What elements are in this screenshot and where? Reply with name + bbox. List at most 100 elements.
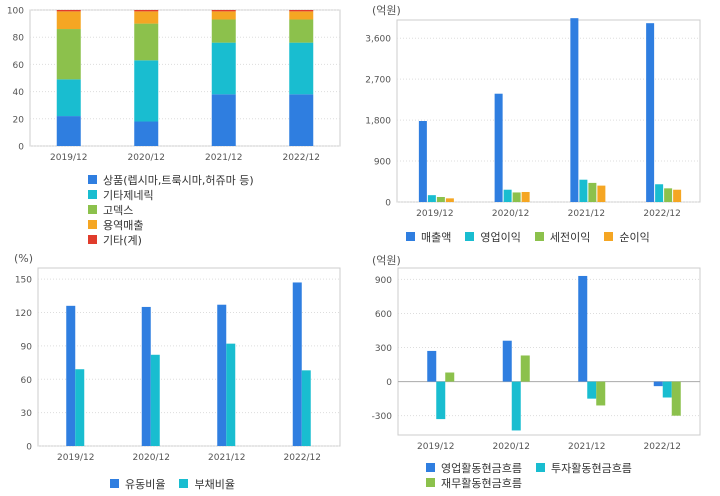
x-tick-label: 2020/12: [493, 442, 530, 452]
y-tick-label: 30: [21, 409, 33, 419]
x-tick-label: 2019/12: [417, 442, 454, 452]
bar: [494, 93, 503, 202]
y-tick-label: 1,800: [365, 117, 391, 127]
bar: [289, 11, 314, 20]
revenue-mix-legend: 상품(렙시마,트룩시마,허쥬마 등) 기타제네릭 고덱스 용역매출 기타(계): [88, 172, 254, 247]
bar: [671, 381, 681, 416]
bar: [570, 18, 579, 203]
cashflow-unit-label: (억원): [372, 254, 401, 267]
revenue-mix-plot: 0 20 40 60 80 100 2019/12 2020/12 2021/12 2022/12: [7, 7, 341, 163]
legend-item: 용역매출: [88, 217, 254, 232]
plot-frame: [396, 19, 701, 203]
bar: [56, 79, 81, 117]
x-tick-label: 2020/12: [492, 209, 529, 219]
legend-swatch: [88, 175, 97, 184]
legend-item: 기타(계): [88, 232, 254, 247]
legend-swatch: [88, 220, 97, 229]
income-legend: 매출액 영업이익 세전이익 순이익: [406, 229, 664, 244]
bar: [673, 189, 682, 202]
bar: [427, 350, 437, 382]
bar: [587, 381, 597, 399]
bar: [56, 116, 81, 146]
bar: [217, 304, 227, 446]
legend-swatch: [179, 479, 189, 488]
y-tick-label: 300: [375, 344, 392, 354]
legend-label: 유동비율: [125, 477, 166, 491]
bar: [662, 381, 672, 398]
bar: [134, 10, 159, 12]
bar: [211, 42, 236, 95]
bar: [289, 10, 314, 12]
bar: [520, 355, 530, 382]
y-tick-label: 150: [15, 276, 32, 286]
legend-item: 부채비율: [179, 476, 235, 491]
bar: [66, 305, 76, 446]
bar: [301, 370, 311, 446]
income-unit-label: (억원): [372, 4, 401, 17]
legend-item: 순이익: [604, 229, 650, 244]
bar: [503, 189, 512, 202]
legend-label: 영업활동현금흐름: [441, 461, 522, 475]
legend-item: 기타제네릭: [88, 187, 254, 202]
x-tick-label: 2019/12: [50, 153, 87, 163]
bar: [588, 182, 597, 202]
legend-swatch: [534, 232, 544, 241]
legend-label: 순이익: [619, 230, 650, 244]
y-tick-label: 60: [21, 376, 33, 386]
bar: [502, 340, 512, 382]
legend-swatch: [406, 232, 415, 241]
legend-item: 영업활동현금흐름: [426, 460, 522, 475]
bar: [134, 23, 159, 61]
bar: [56, 10, 81, 12]
legend-swatch: [535, 463, 545, 472]
ratio-unit-label: (%): [14, 252, 34, 265]
x-tick-label: 2022/12: [644, 442, 681, 452]
y-tick-label: 120: [15, 309, 32, 319]
bar: [445, 372, 455, 382]
y-tick-label: 900: [374, 158, 391, 168]
x-tick-label: 2022/12: [284, 453, 321, 463]
bar: [292, 282, 302, 446]
x-tick-label: 2019/12: [416, 209, 453, 219]
y-tick-label: 2,700: [365, 76, 391, 86]
legend-swatch: [426, 478, 435, 487]
y-tick-label: 0: [18, 143, 24, 153]
bar: [134, 60, 159, 122]
y-tick-label: 90: [21, 342, 33, 352]
legend-label: 고덱스: [103, 203, 134, 217]
income-plot: 0 900 1,800 2,700 3,600 2019/12 2020/12 2021/12…: [365, 18, 701, 219]
y-tick-label: 0: [386, 378, 392, 388]
bar: [436, 381, 446, 420]
plot-frame: [29, 9, 341, 147]
y-tick-label: 900: [375, 276, 392, 286]
legend-swatch: [426, 463, 435, 472]
y-tick-label: 20: [13, 115, 25, 125]
bar: [646, 23, 655, 203]
y-tick-label: 600: [375, 310, 392, 320]
bar: [56, 11, 81, 30]
y-tick-label: -300: [372, 412, 393, 422]
legend-label: 영업이익: [480, 230, 521, 244]
bar: [511, 381, 521, 431]
legend-swatch: [88, 205, 97, 214]
legend-swatch: [88, 235, 97, 244]
x-tick-label: 2022/12: [283, 153, 320, 163]
legend-item: 매출액: [406, 229, 451, 244]
bar: [653, 381, 663, 387]
bar: [578, 275, 588, 382]
legend-item: 투자활동현금흐름: [535, 460, 632, 475]
legend-label: 용역매출: [103, 218, 144, 232]
x-tick-label: 2021/12: [568, 209, 605, 219]
legend-item: 세전이익: [534, 229, 590, 244]
bar: [596, 381, 606, 406]
legend-item: 유동비율: [110, 476, 165, 491]
revenue-mix-chart: 0 20 40 60 80 100 2019/12 2020/12 2021/12 2022/12…: [0, 0, 360, 248]
y-tick-label: 40: [13, 88, 25, 98]
legend-label: 매출액: [421, 230, 452, 244]
bar: [134, 11, 159, 24]
x-tick-label: 2019/12: [57, 453, 94, 463]
bar: [521, 191, 530, 202]
bar: [664, 188, 673, 202]
income-chart: (억원) 0 900 1,800 2,700 3,600 2019/12 2020/12 20…: [360, 0, 720, 248]
bar: [445, 198, 454, 202]
